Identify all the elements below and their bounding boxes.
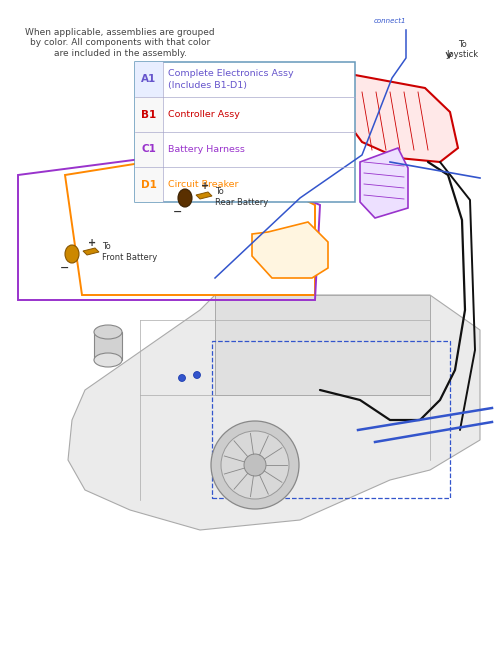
Text: Complete Electronics Assy
(Includes B1-D1): Complete Electronics Assy (Includes B1-D… (168, 69, 294, 89)
Polygon shape (360, 148, 408, 218)
Ellipse shape (65, 245, 79, 263)
Text: To
Front Battery: To Front Battery (102, 242, 157, 262)
Text: D1: D1 (141, 180, 157, 189)
Bar (135, 97, 163, 132)
Ellipse shape (94, 353, 122, 367)
Bar (135, 132, 163, 167)
Bar (135, 62, 163, 97)
Polygon shape (196, 192, 212, 199)
Text: Controller Assy: Controller Assy (168, 110, 240, 119)
Bar (94, 332, 122, 360)
Text: Battery Harness: Battery Harness (168, 145, 245, 154)
Polygon shape (342, 75, 458, 162)
Polygon shape (68, 295, 480, 530)
Ellipse shape (178, 189, 192, 207)
Text: To
Joystick: To Joystick (446, 40, 478, 59)
Text: −: − (60, 263, 70, 273)
Text: When applicable, assemblies are grouped
by color. All components with that color: When applicable, assemblies are grouped … (25, 28, 215, 58)
Circle shape (178, 375, 186, 381)
Text: Circuit Breaker: Circuit Breaker (168, 180, 238, 189)
Text: B1: B1 (142, 110, 156, 119)
Bar (135, 167, 163, 202)
Text: −: − (174, 207, 182, 217)
Circle shape (244, 454, 266, 476)
Text: +: + (201, 181, 209, 191)
Bar (135, 62, 355, 202)
Circle shape (194, 372, 200, 379)
Polygon shape (215, 295, 430, 395)
Text: To
Rear Battery: To Rear Battery (215, 187, 268, 207)
Polygon shape (83, 248, 99, 255)
Circle shape (211, 421, 299, 509)
Ellipse shape (94, 325, 122, 339)
Text: C1: C1 (142, 144, 156, 155)
Text: connect1: connect1 (374, 18, 406, 24)
Text: +: + (88, 238, 96, 248)
Circle shape (221, 431, 289, 499)
Polygon shape (252, 222, 328, 278)
Text: A1: A1 (142, 74, 156, 84)
